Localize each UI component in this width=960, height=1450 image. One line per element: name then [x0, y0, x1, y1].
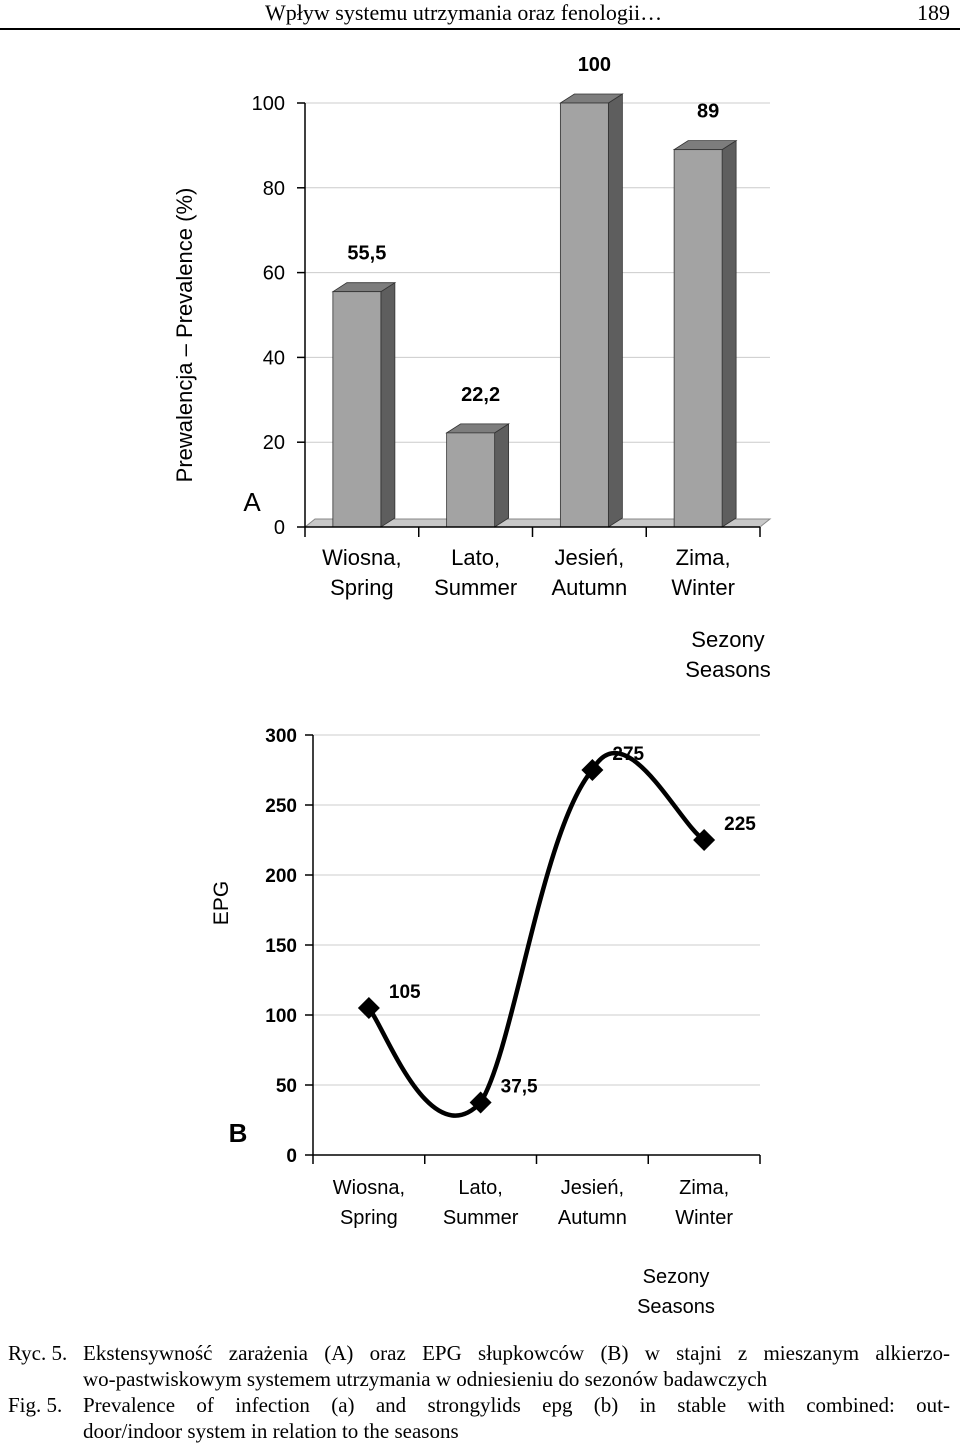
a-category-label-line1: Wiosna, — [322, 545, 401, 570]
b-marker-diamond — [581, 759, 604, 781]
a-category-label-line1: Zima, — [676, 545, 731, 570]
a-bar — [673, 149, 723, 528]
page-number: 189 — [917, 0, 950, 25]
b-value-label: 37,5 — [501, 1077, 538, 1098]
a-bar-side — [607, 93, 623, 528]
b-ytick-label: 50 — [276, 1076, 297, 1097]
b-marker-diamond — [693, 829, 716, 851]
b-series-line — [366, 750, 707, 1118]
caption-pl-row: Ryc. 5. Ekstensywność zarażenia (A) oraz… — [8, 1340, 950, 1366]
a-value-label: 100 — [578, 54, 611, 76]
a-ytick-label: 0 — [274, 517, 285, 539]
a-bar-side — [494, 423, 510, 528]
b-ytick-label: 250 — [265, 796, 297, 817]
b-y-axis-title: EPG — [210, 881, 233, 925]
running-header: Wpływ systemu utrzymania oraz fenologii…… — [0, 0, 960, 30]
chart-a-axes — [297, 102, 761, 537]
chart-a-prevalence: 0 20 40 60 80 100 55,5 Wiosna, Spring 22,2 Lato, Su… — [172, 54, 772, 682]
caption-en-line2: door/indoor system in relation to the se… — [83, 1419, 459, 1443]
b-panel-label: B — [229, 1118, 248, 1148]
b-category-label-line1: Wiosna, — [333, 1177, 405, 1199]
b-category-label-line1: Lato, — [458, 1177, 502, 1199]
a-category-label-line1: Jesień, — [555, 545, 625, 570]
a-ytick-label: 40 — [263, 347, 285, 369]
a-value-label: 22,2 — [461, 384, 500, 406]
a-bar — [559, 102, 609, 528]
chart-a-bars — [331, 93, 738, 528]
a-value-label: 55,5 — [347, 243, 386, 265]
b-category-label-line2: Summer — [443, 1207, 519, 1229]
a-category-label-line2: Summer — [434, 575, 517, 600]
b-category-label-line1: Jesień, — [561, 1177, 624, 1199]
a-ytick-label: 100 — [252, 93, 285, 115]
caption-pl-line2: wo-pastwiskowym systemem utrzymania w od… — [83, 1367, 768, 1391]
b-ytick-label: 150 — [265, 936, 297, 957]
b-ytick-label: 0 — [286, 1146, 297, 1167]
chart-b-labels: 0 50 100 150 200 250 300 105 Wiosna, Spring 37,5 La… — [210, 726, 756, 1318]
caption-en-line1: Prevalence of infection (a) and strongyl… — [83, 1393, 950, 1417]
a-y-axis-title: Prewalencja – Prevalence (%) — [172, 188, 197, 483]
b-marker-diamond — [469, 1091, 492, 1114]
a-category-label-line1: Lato, — [451, 545, 500, 570]
caption-pl-line1: Ekstensywność zarażenia (A) oraz EPG słu… — [83, 1341, 950, 1365]
a-ytick-label: 60 — [263, 263, 285, 285]
caption-pl-label: Ryc. 5. — [8, 1341, 68, 1365]
b-ytick-label: 200 — [265, 866, 297, 887]
a-ytick-label: 80 — [263, 178, 285, 200]
b-category-label-line2: Winter — [675, 1207, 733, 1229]
b-value-label: 225 — [724, 814, 756, 835]
b-category-label-line2: Spring — [340, 1207, 398, 1229]
a-category-label-line2: Spring — [330, 575, 394, 600]
caption-en-label: Fig. 5. — [8, 1393, 63, 1417]
a-x-axis-title-line1: Sezony — [691, 627, 764, 652]
a-bar — [332, 291, 382, 528]
a-value-label: 89 — [697, 101, 719, 123]
a-ytick-label: 20 — [263, 432, 285, 454]
chart-b-axes — [305, 734, 761, 1164]
chart-a-labels: 0 20 40 60 80 100 55,5 Wiosna, Spring 22,2 Lato, Su… — [172, 54, 771, 682]
a-panel-label: A — [243, 487, 261, 517]
a-bar-side — [380, 281, 396, 528]
b-ytick-label: 300 — [265, 726, 297, 747]
a-bar-side — [721, 139, 737, 528]
a-category-label-line2: Winter — [671, 575, 735, 600]
caption-en-row: Fig. 5. Prevalence of infection (a) and … — [8, 1392, 950, 1418]
chart-b-series — [357, 750, 716, 1118]
running-title: Wpływ systemu utrzymania oraz fenologii… — [265, 0, 663, 25]
a-bar — [446, 432, 496, 528]
b-category-label-line2: Autumn — [558, 1207, 627, 1229]
b-value-label: 105 — [389, 982, 421, 1003]
b-value-label: 275 — [612, 744, 644, 765]
b-ytick-label: 100 — [265, 1006, 297, 1027]
b-category-label-line1: Zima, — [679, 1177, 729, 1199]
a-category-label-line2: Autumn — [551, 575, 627, 600]
a-x-axis-title-line2: Seasons — [685, 657, 771, 682]
chart-b-gridlines — [313, 734, 760, 1086]
figure-caption: Ryc. 5. Ekstensywność zarażenia (A) oraz… — [8, 1340, 950, 1444]
b-marker-diamond — [357, 997, 380, 1019]
b-x-axis-title-line2: Seasons — [637, 1296, 715, 1318]
chart-b-epg: 0 50 100 150 200 250 300 105 Wiosna, Spring 37,5 La… — [210, 726, 761, 1318]
b-x-axis-title-line1: Sezony — [643, 1266, 710, 1288]
